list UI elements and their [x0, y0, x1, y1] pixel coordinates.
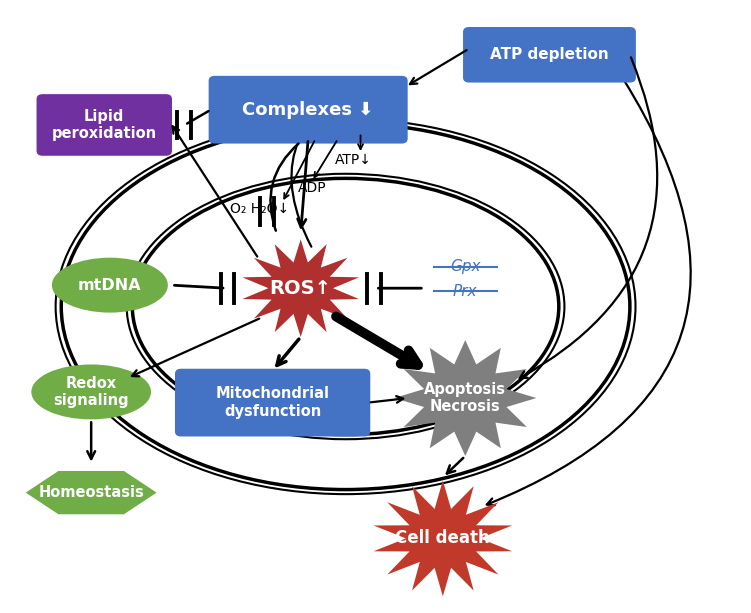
- Text: ROS↑: ROS↑: [270, 279, 332, 298]
- Text: Prx: Prx: [453, 284, 478, 299]
- FancyBboxPatch shape: [37, 94, 172, 156]
- FancyArrowPatch shape: [410, 50, 466, 84]
- Text: Redox
signaling: Redox signaling: [53, 376, 129, 408]
- Text: ATP depletion: ATP depletion: [490, 47, 609, 63]
- Polygon shape: [243, 239, 359, 337]
- FancyBboxPatch shape: [463, 27, 636, 83]
- Ellipse shape: [52, 257, 168, 313]
- FancyArrowPatch shape: [277, 339, 299, 365]
- FancyBboxPatch shape: [209, 76, 408, 143]
- Polygon shape: [26, 471, 157, 514]
- Ellipse shape: [32, 365, 151, 419]
- FancyArrowPatch shape: [87, 422, 95, 459]
- FancyArrowPatch shape: [187, 111, 209, 124]
- Polygon shape: [373, 481, 512, 596]
- FancyArrowPatch shape: [297, 142, 308, 227]
- FancyArrowPatch shape: [447, 458, 463, 473]
- Text: mtDNA: mtDNA: [78, 278, 142, 292]
- FancyArrowPatch shape: [132, 319, 259, 376]
- Text: ADP: ADP: [297, 180, 326, 194]
- FancyBboxPatch shape: [175, 369, 370, 436]
- Text: Mitochondrial
dysfunction: Mitochondrial dysfunction: [216, 386, 330, 419]
- Polygon shape: [394, 340, 536, 456]
- FancyArrowPatch shape: [358, 135, 363, 149]
- FancyArrowPatch shape: [371, 396, 403, 403]
- FancyArrowPatch shape: [315, 141, 336, 177]
- FancyArrowPatch shape: [284, 141, 315, 199]
- Text: Lipid
peroxidation: Lipid peroxidation: [52, 109, 157, 141]
- Text: Gpx: Gpx: [450, 259, 481, 275]
- FancyArrowPatch shape: [174, 285, 223, 288]
- Text: Homeostasis: Homeostasis: [38, 485, 144, 500]
- FancyArrowPatch shape: [173, 126, 258, 257]
- Text: ATP↓: ATP↓: [335, 153, 372, 167]
- Text: Cell death: Cell death: [396, 530, 490, 547]
- Text: O₂ H₂O↓: O₂ H₂O↓: [230, 202, 289, 216]
- FancyArrowPatch shape: [270, 143, 299, 230]
- Text: Complexes ⬇: Complexes ⬇: [243, 101, 374, 119]
- Text: Apoptosis
Necrosis: Apoptosis Necrosis: [424, 382, 506, 414]
